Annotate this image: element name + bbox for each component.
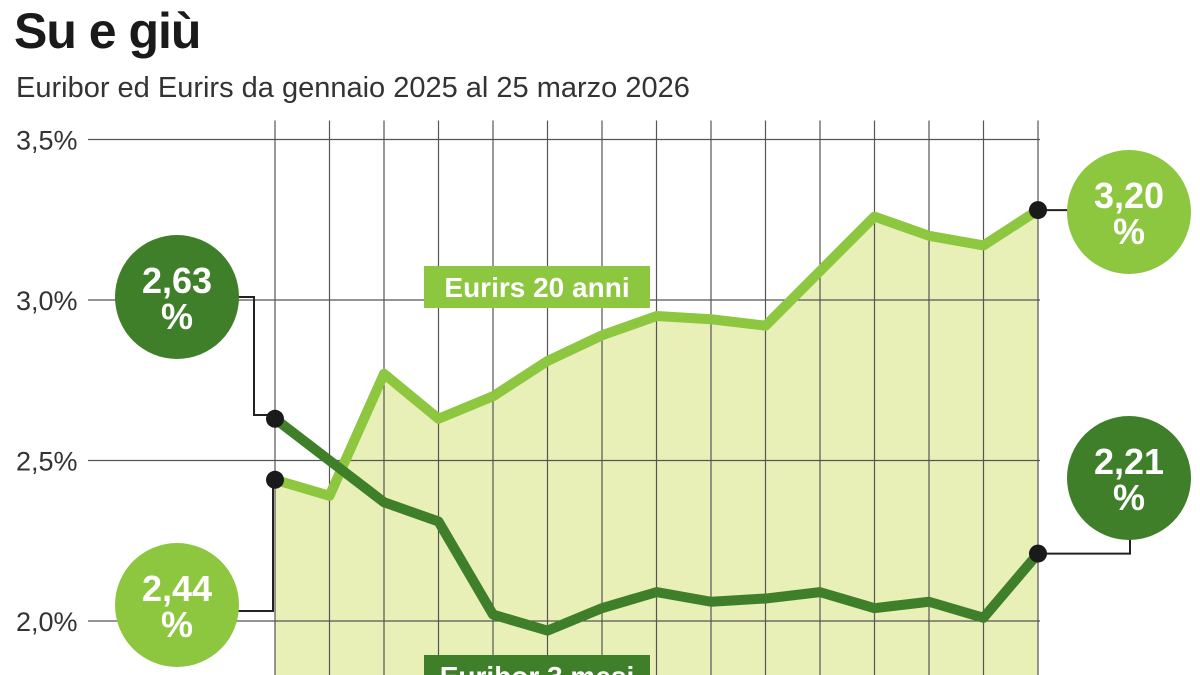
chart-subtitle: Euribor ed Eurirs da gennaio 2025 al 25 … <box>16 72 690 104</box>
euribor-series-label-text: Euribor 3 mesi <box>440 661 635 675</box>
euribor-end-bubble-value: 2,21 <box>1094 441 1164 482</box>
eurirs-line <box>270 205 1043 501</box>
euribor-start-bubble-value: 2,63 <box>142 260 212 301</box>
euribor-start-connector <box>236 296 275 416</box>
eurirs-start-connector <box>236 479 274 612</box>
eurirs-end-bubble-value: 3,20 <box>1094 175 1164 216</box>
euribor-start-bubble-circle <box>115 235 239 359</box>
euribor-start-bubble-unit: % <box>161 296 193 337</box>
y-tick-label: 2,5% <box>16 447 78 477</box>
euribor-end-bubble-circle <box>1067 416 1191 540</box>
euribor-series-label-box <box>424 655 650 675</box>
eurirs-start-dot <box>266 470 284 489</box>
eurirs-end-bubble-unit: % <box>1113 211 1145 252</box>
euribor-end-dot <box>1029 544 1047 563</box>
annotation-layer: 2,63%2,44%3,20%2,21% <box>115 150 1191 667</box>
euribor-start-dot <box>266 409 284 428</box>
eurirs-end-bubble-circle <box>1067 150 1191 274</box>
eurirs-start-bubble-unit: % <box>161 604 193 645</box>
y-tick-label: 3,0% <box>16 286 78 316</box>
eurirs-series-label-box <box>424 266 650 308</box>
y-tick-label: 3,5% <box>16 126 78 156</box>
euribor-end-connector <box>1038 535 1131 555</box>
series-layer <box>270 205 1043 636</box>
series-label-layer: Eurirs 20 anni Euribor 3 mesi <box>424 266 650 675</box>
euribor-end-bubble-unit: % <box>1113 477 1145 518</box>
eurirs-start-bubble-circle <box>115 543 239 667</box>
y-tick-label: 2,0% <box>16 607 78 637</box>
eurirs-start-bubble-value: 2,44 <box>142 568 212 609</box>
eurirs-end-dot <box>1029 201 1047 220</box>
eurirs-series-label-text: Eurirs 20 anni <box>444 272 629 303</box>
euribor-line <box>270 413 1043 636</box>
chart-title: Su e giù <box>14 3 201 59</box>
